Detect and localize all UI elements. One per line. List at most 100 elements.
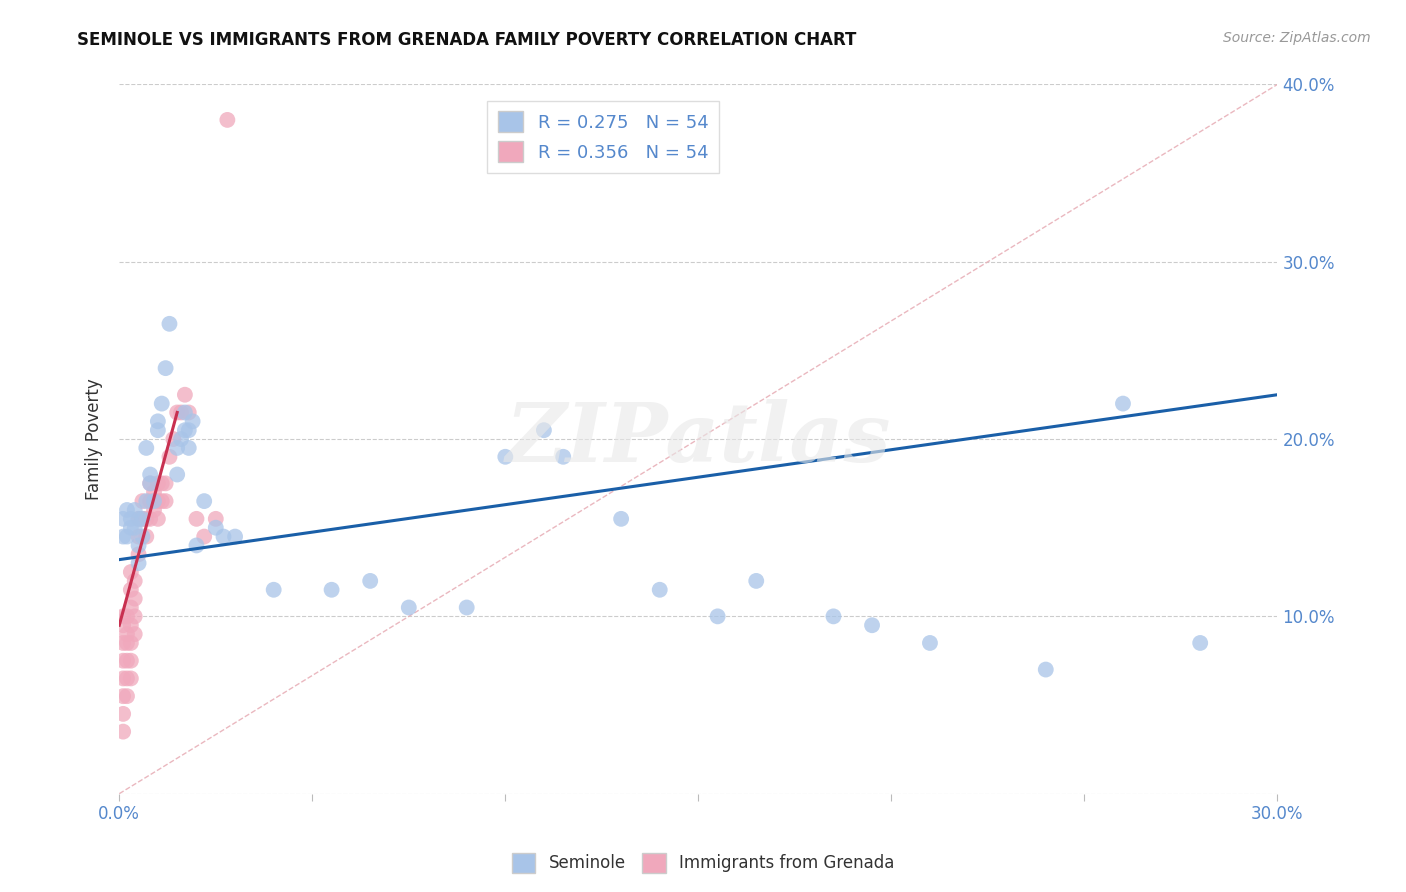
- Point: [120, 582, 142, 597]
- Y-axis label: Family Poverty: Family Poverty: [86, 378, 103, 500]
- Point: [120, 512, 142, 526]
- Point: [648, 582, 671, 597]
- Point: [112, 609, 135, 624]
- Point: [146, 494, 169, 508]
- Point: [321, 582, 343, 597]
- Point: [139, 494, 162, 508]
- Point: [166, 405, 188, 419]
- Point: [177, 405, 200, 419]
- Point: [128, 547, 150, 561]
- Point: [135, 512, 157, 526]
- Point: [139, 467, 162, 482]
- Point: [131, 512, 153, 526]
- Point: [120, 618, 142, 632]
- Point: [115, 627, 138, 641]
- Point: [398, 600, 420, 615]
- Point: [124, 503, 146, 517]
- Text: SEMINOLE VS IMMIGRANTS FROM GRENADA FAMILY POVERTY CORRELATION CHART: SEMINOLE VS IMMIGRANTS FROM GRENADA FAMI…: [77, 31, 856, 49]
- Point: [186, 538, 208, 552]
- Point: [212, 530, 235, 544]
- Point: [139, 476, 162, 491]
- Point: [610, 512, 633, 526]
- Point: [128, 538, 150, 552]
- Point: [112, 618, 135, 632]
- Point: [112, 512, 135, 526]
- Legend: R = 0.275   N = 54, R = 0.356   N = 54: R = 0.275 N = 54, R = 0.356 N = 54: [488, 101, 720, 173]
- Point: [150, 396, 173, 410]
- Point: [181, 414, 204, 428]
- Text: Source: ZipAtlas.com: Source: ZipAtlas.com: [1223, 31, 1371, 45]
- Point: [135, 441, 157, 455]
- Point: [146, 414, 169, 428]
- Point: [112, 672, 135, 686]
- Point: [146, 512, 169, 526]
- Point: [186, 512, 208, 526]
- Point: [359, 574, 381, 588]
- Point: [494, 450, 516, 464]
- Point: [115, 530, 138, 544]
- Point: [124, 574, 146, 588]
- Point: [112, 689, 135, 703]
- Point: [174, 423, 197, 437]
- Point: [120, 600, 142, 615]
- Point: [224, 530, 246, 544]
- Point: [120, 672, 142, 686]
- Point: [174, 405, 197, 419]
- Point: [170, 432, 193, 446]
- Point: [120, 521, 142, 535]
- Point: [150, 476, 173, 491]
- Point: [204, 521, 226, 535]
- Point: [533, 423, 555, 437]
- Point: [131, 494, 153, 508]
- Point: [177, 441, 200, 455]
- Point: [166, 467, 188, 482]
- Point: [131, 512, 153, 526]
- Point: [143, 503, 166, 517]
- Point: [553, 450, 575, 464]
- Point: [135, 530, 157, 544]
- Point: [456, 600, 478, 615]
- Point: [115, 609, 138, 624]
- Point: [124, 627, 146, 641]
- Point: [120, 654, 142, 668]
- Point: [139, 476, 162, 491]
- Point: [170, 405, 193, 419]
- Point: [745, 574, 768, 588]
- Point: [143, 494, 166, 508]
- Point: [124, 609, 146, 624]
- Point: [918, 636, 941, 650]
- Point: [128, 512, 150, 526]
- Point: [143, 485, 166, 500]
- Point: [124, 591, 146, 606]
- Point: [115, 503, 138, 517]
- Point: [124, 521, 146, 535]
- Point: [823, 609, 845, 624]
- Text: ZIPatlas: ZIPatlas: [506, 399, 891, 479]
- Point: [112, 724, 135, 739]
- Point: [128, 512, 150, 526]
- Point: [174, 388, 197, 402]
- Point: [860, 618, 883, 632]
- Point: [177, 423, 200, 437]
- Point: [146, 423, 169, 437]
- Point: [139, 512, 162, 526]
- Point: [1035, 663, 1057, 677]
- Point: [115, 672, 138, 686]
- Legend: Seminole, Immigrants from Grenada: Seminole, Immigrants from Grenada: [505, 847, 901, 880]
- Point: [155, 494, 177, 508]
- Point: [1189, 636, 1212, 650]
- Point: [193, 530, 215, 544]
- Point: [155, 476, 177, 491]
- Point: [706, 609, 728, 624]
- Point: [150, 494, 173, 508]
- Point: [112, 654, 135, 668]
- Point: [128, 530, 150, 544]
- Point: [115, 636, 138, 650]
- Point: [112, 636, 135, 650]
- Point: [159, 317, 181, 331]
- Point: [155, 361, 177, 376]
- Point: [146, 476, 169, 491]
- Point: [204, 512, 226, 526]
- Point: [120, 565, 142, 579]
- Point: [217, 112, 239, 127]
